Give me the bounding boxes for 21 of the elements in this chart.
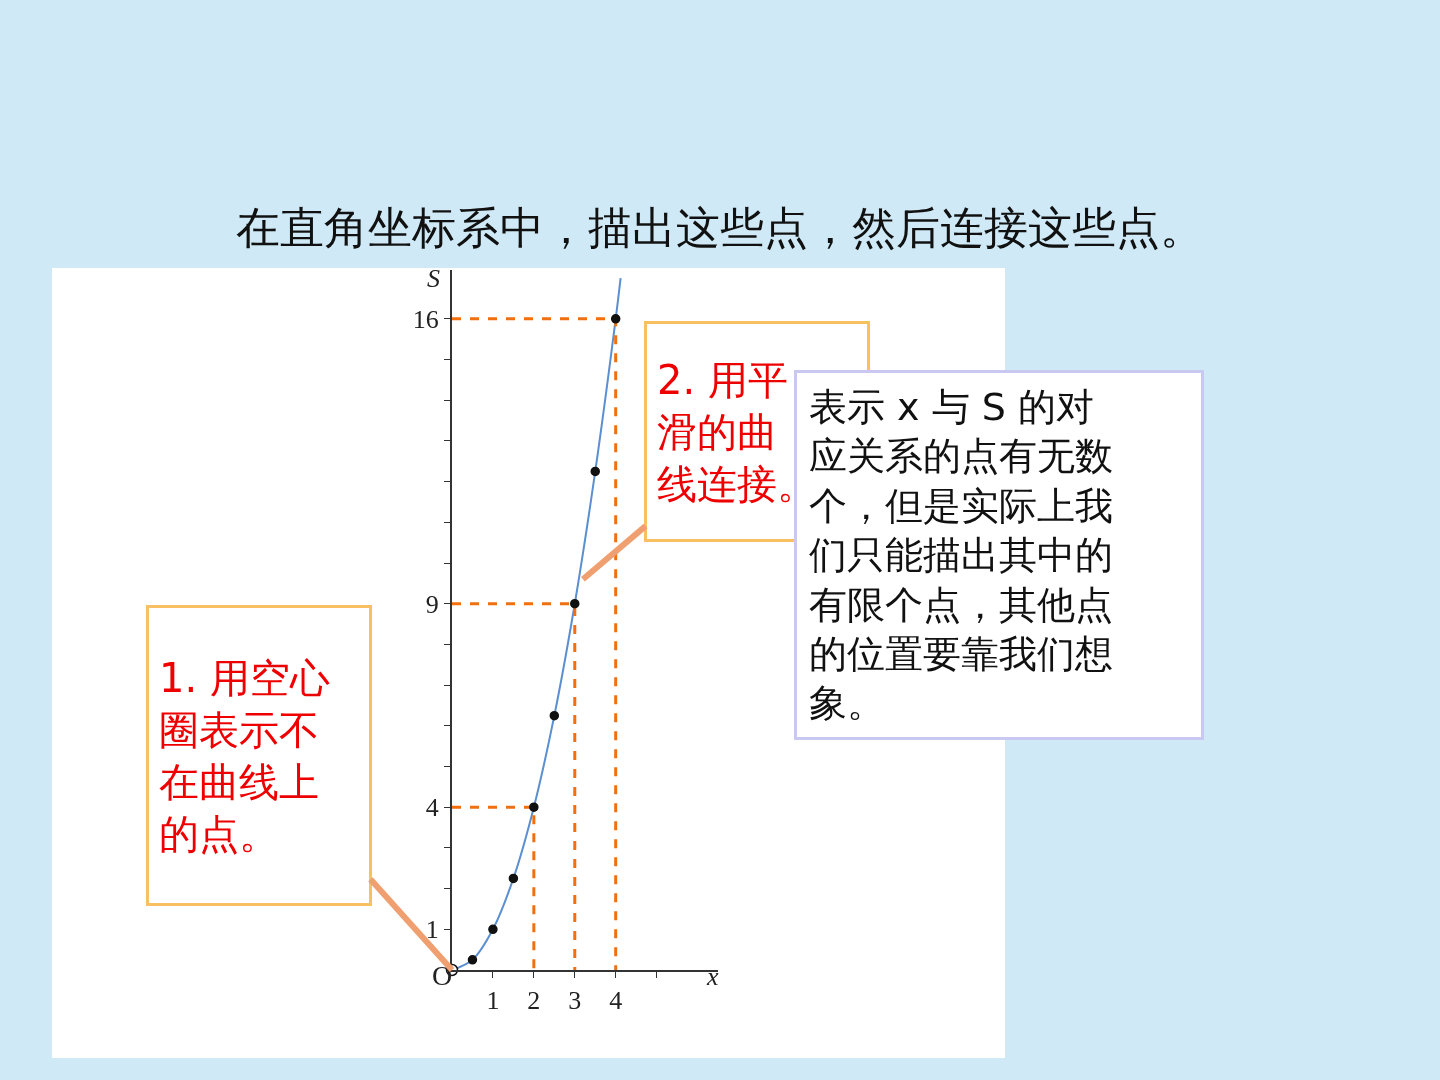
x-tick-label: 2 <box>527 986 541 1016</box>
point <box>610 314 621 324</box>
x-tick-label: 4 <box>609 986 623 1016</box>
point <box>590 466 600 477</box>
annotation: 1. 用空心圈表示不在曲线上的点。 <box>159 654 330 857</box>
x-axis-title: x <box>706 962 719 991</box>
point <box>508 873 519 884</box>
y-axis-title: S <box>427 264 440 293</box>
point <box>529 802 539 812</box>
x-tick-label: 3 <box>568 986 582 1016</box>
point <box>549 710 560 721</box>
point <box>570 598 580 609</box>
y-tick-label: 1 <box>425 915 439 945</box>
y-tick-label: 4 <box>425 793 439 823</box>
y-tick-label: 16 <box>412 304 439 334</box>
x-tick-label: 1 <box>486 986 500 1016</box>
chart-title: 在直角坐标系中，描出这些点，然后连接这些点。 <box>236 202 1204 253</box>
point <box>488 924 498 935</box>
annotation: O <box>432 960 453 991</box>
y-tick-label: 9 <box>425 589 439 619</box>
point <box>467 955 478 965</box>
